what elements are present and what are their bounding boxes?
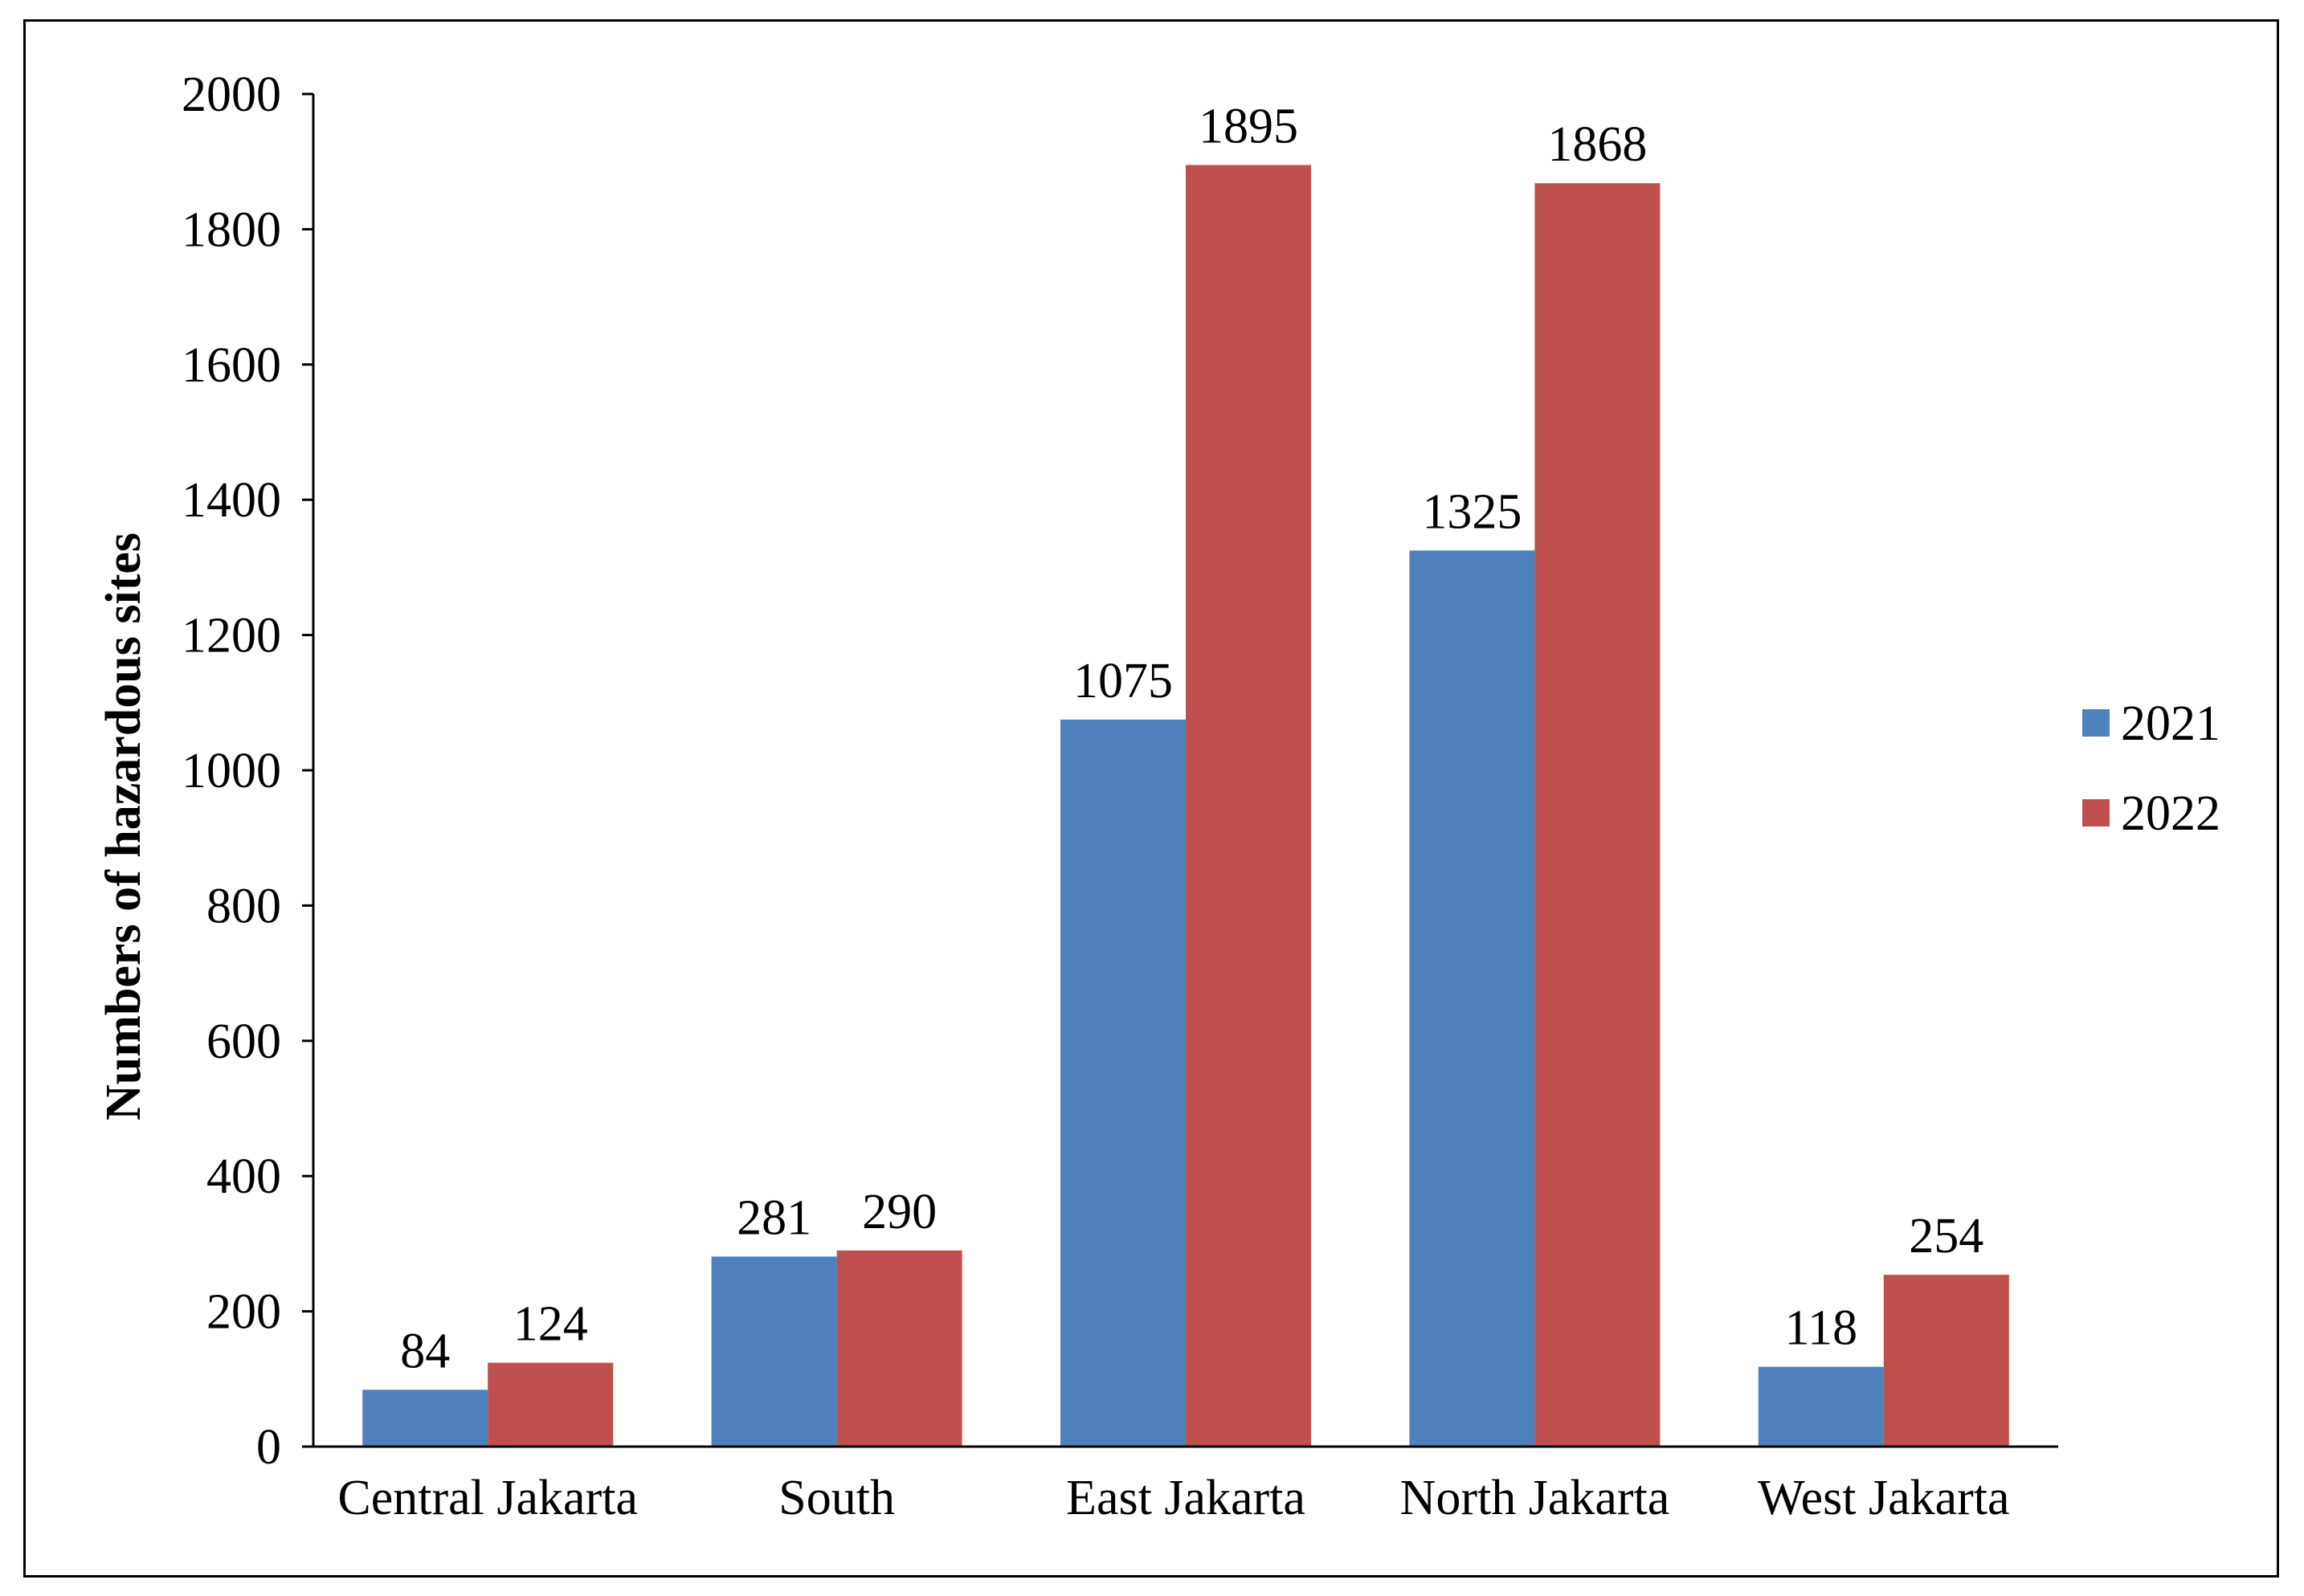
y-tick-label-0: 0 xyxy=(256,1420,281,1475)
y-tick-label-1000: 1000 xyxy=(182,744,281,798)
y-tick-label-2000: 2000 xyxy=(182,67,281,122)
data-label-west-jakarta-2021: 118 xyxy=(1784,1301,1857,1356)
x-tick-label-south: South xyxy=(778,1471,895,1525)
data-label-central-jakarta-2021: 84 xyxy=(400,1324,450,1378)
bar-chart: 84 124 281 290 1075 1895 1325 1868 118 254 0 200 40… xyxy=(96,67,2220,1525)
y-tick-label-1400: 1400 xyxy=(182,473,281,528)
x-tick-label-north-jakarta: North Jakarta xyxy=(1400,1471,1670,1525)
data-label-south-2021: 281 xyxy=(737,1190,811,1245)
data-label-north-jakarta-2021: 1325 xyxy=(1422,484,1522,539)
chart-frame: 84 124 281 290 1075 1895 1325 1868 118 254 0 200 40… xyxy=(23,19,2279,1578)
bar-north-jakarta-2022 xyxy=(1534,183,1661,1447)
y-tick-label-1600: 1600 xyxy=(182,338,281,393)
legend-swatch-2021 xyxy=(2082,709,2110,737)
y-tick-label-800: 800 xyxy=(206,879,281,933)
data-label-east-jakarta-2022: 1895 xyxy=(1199,99,1298,153)
bar-west-jakarta-2022 xyxy=(1883,1275,2009,1447)
bar-east-jakarta-2021 xyxy=(1060,719,1186,1447)
y-tick-label-400: 400 xyxy=(206,1149,281,1204)
data-label-east-jakarta-2021: 1075 xyxy=(1073,654,1173,708)
bar-south-2021 xyxy=(711,1256,837,1447)
y-axis-title: Numbers of hazardous sites xyxy=(96,533,151,1120)
y-tick-label-200: 200 xyxy=(206,1285,281,1340)
bar-north-jakarta-2021 xyxy=(1409,550,1535,1447)
legend-swatch-2022 xyxy=(2082,799,2110,827)
axes-layer: 0 200 400 600 800 1000 1200 1400 1600 1800 2000 Cen… xyxy=(182,67,2058,1525)
legend-label-2022: 2022 xyxy=(2121,786,2220,841)
y-tick-label-1200: 1200 xyxy=(182,609,281,663)
data-label-central-jakarta-2022: 124 xyxy=(513,1297,588,1352)
data-label-south-2022: 290 xyxy=(862,1185,937,1239)
legend: 2021 2022 xyxy=(2082,696,2220,841)
y-tick-label-600: 600 xyxy=(206,1014,281,1069)
bar-west-jakarta-2021 xyxy=(1758,1366,1884,1447)
data-label-west-jakarta-2022: 254 xyxy=(1909,1209,1983,1263)
x-tick-label-east-jakarta: East Jakarta xyxy=(1066,1471,1305,1525)
data-label-north-jakarta-2022: 1868 xyxy=(1547,117,1647,172)
bar-south-2022 xyxy=(836,1250,962,1447)
bar-central-jakarta-2022 xyxy=(488,1362,614,1447)
bars-layer xyxy=(362,165,2009,1447)
bar-east-jakarta-2022 xyxy=(1186,165,1311,1447)
y-tick-label-1800: 1800 xyxy=(182,202,281,257)
x-tick-label-west-jakarta: West Jakarta xyxy=(1758,1471,2009,1525)
legend-label-2021: 2021 xyxy=(2121,696,2220,751)
x-tick-label-central-jakarta: Central Jakarta xyxy=(337,1471,638,1525)
bar-central-jakarta-2021 xyxy=(362,1390,488,1447)
data-labels-layer: 84 124 281 290 1075 1895 1325 1868 118 254 xyxy=(400,99,1983,1378)
